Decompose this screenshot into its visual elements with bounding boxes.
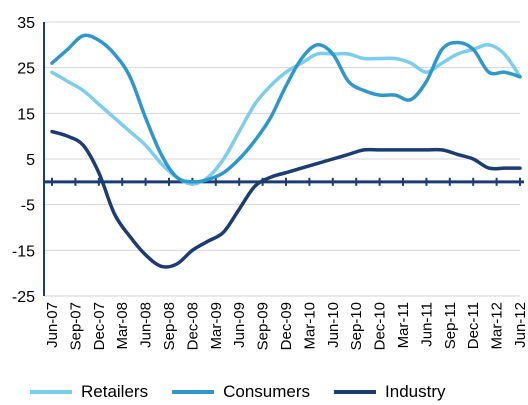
legend: Retailers Consumers Industry xyxy=(30,380,528,404)
x-tick-label: Sep-07 xyxy=(67,302,84,350)
legend-item-consumers: Consumers xyxy=(172,382,310,402)
x-tick-label: Dec-10 xyxy=(372,302,389,350)
legend-label: Consumers xyxy=(223,382,311,401)
y-tick-label: 25 xyxy=(17,61,35,78)
legend-item-industry: Industry xyxy=(334,382,446,402)
legend-swatch xyxy=(30,390,72,394)
legend-label: Retailers xyxy=(81,382,149,401)
y-tick-label: 5 xyxy=(26,152,35,169)
x-tick-label: Jun-09 xyxy=(231,302,248,348)
series-line-consumers xyxy=(50,33,522,184)
x-tick-label: Dec-08 xyxy=(184,302,201,350)
x-axis-tick-labels: Jun-07 Sep-07 Dec-07 Mar-08 Jun-08 Sep-08 Dec-… xyxy=(44,302,528,350)
legend-swatch xyxy=(334,390,377,394)
y-tick-label: 35 xyxy=(17,15,35,32)
x-tick-label: Dec-07 xyxy=(91,302,108,350)
series-line-retailers xyxy=(50,42,522,186)
x-tick-label: Dec-09 xyxy=(278,302,295,350)
x-tick-label: Dec-11 xyxy=(465,302,482,349)
series-lines xyxy=(50,33,522,269)
x-tick-label: Jun-12 xyxy=(512,302,528,348)
x-tick-label: Sep-08 xyxy=(161,302,178,350)
y-tick-label: -5 xyxy=(21,198,35,215)
legend-label: Industry xyxy=(385,382,446,401)
x-tick-label: Mar-11 xyxy=(395,302,412,348)
x-tick-label: Mar-08 xyxy=(114,302,131,350)
x-tick-label: Mar-12 xyxy=(489,302,506,350)
legend-swatch xyxy=(172,390,215,394)
x-tick-label: Sep-10 xyxy=(348,302,365,350)
axes xyxy=(43,22,524,296)
x-tick-label: Sep-09 xyxy=(255,302,272,350)
x-tick-label: Jun-11 xyxy=(418,302,435,347)
x-tick-label: Jun-08 xyxy=(138,302,155,348)
y-tick-label: -15 xyxy=(12,243,35,260)
x-tick-label: Sep-11 xyxy=(442,302,459,349)
y-axis-tick-labels: 35 25 15 5 -5 -15 -25 xyxy=(12,15,35,306)
series-line-industry xyxy=(50,129,522,269)
x-tick-label: Mar-09 xyxy=(208,302,225,350)
legend-item-retailers: Retailers xyxy=(30,382,148,402)
x-tick-label: Jun-10 xyxy=(325,302,342,348)
y-tick-label: -25 xyxy=(12,289,35,306)
y-tick-label: 15 xyxy=(17,106,35,123)
gridlines xyxy=(44,21,520,297)
x-tick-label: Jun-07 xyxy=(44,302,61,348)
x-tick-label: Mar-10 xyxy=(301,302,318,350)
